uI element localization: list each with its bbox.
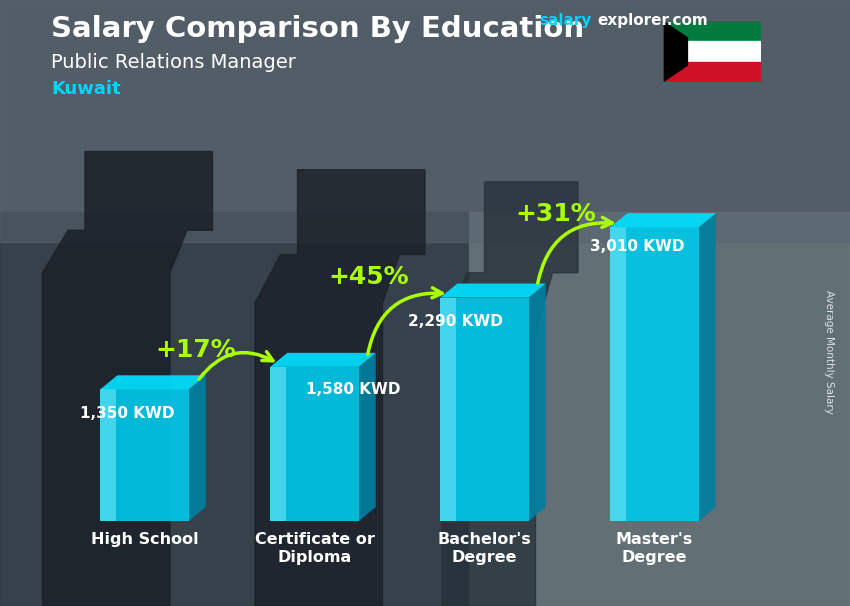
Polygon shape [270, 367, 286, 521]
Text: salary: salary [540, 13, 592, 28]
Polygon shape [440, 284, 546, 298]
Bar [663, 62, 761, 82]
Text: 1,580 KWD: 1,580 KWD [306, 382, 400, 397]
Polygon shape [440, 298, 456, 521]
Polygon shape [100, 389, 116, 521]
Polygon shape [663, 21, 688, 82]
Bar [468, 212, 850, 606]
Polygon shape [255, 170, 425, 606]
Text: Average Monthly Salary: Average Monthly Salary [824, 290, 834, 413]
Text: +17%: +17% [155, 338, 235, 362]
Polygon shape [359, 353, 376, 521]
Text: explorer.com: explorer.com [598, 13, 708, 28]
Polygon shape [529, 284, 546, 521]
Text: 3,010 KWD: 3,010 KWD [590, 239, 684, 255]
Polygon shape [270, 353, 376, 367]
Text: +45%: +45% [329, 265, 409, 289]
Text: 1,350 KWD: 1,350 KWD [80, 406, 174, 421]
Text: Kuwait: Kuwait [51, 80, 121, 98]
Polygon shape [440, 298, 529, 521]
Polygon shape [610, 213, 716, 227]
Polygon shape [442, 182, 578, 606]
Polygon shape [270, 367, 359, 521]
Polygon shape [100, 389, 189, 521]
Text: 2,290 KWD: 2,290 KWD [408, 313, 503, 328]
Bar [0, 212, 468, 606]
Text: Salary Comparison By Education: Salary Comparison By Education [51, 15, 584, 43]
Polygon shape [100, 375, 206, 389]
Bar [663, 41, 761, 62]
Bar [0, 0, 850, 242]
Polygon shape [610, 227, 699, 521]
Text: Public Relations Manager: Public Relations Manager [51, 53, 296, 72]
Polygon shape [42, 152, 212, 606]
Bar [663, 21, 761, 41]
Polygon shape [699, 213, 716, 521]
Polygon shape [610, 227, 626, 521]
Polygon shape [189, 375, 206, 521]
Text: +31%: +31% [515, 202, 596, 225]
